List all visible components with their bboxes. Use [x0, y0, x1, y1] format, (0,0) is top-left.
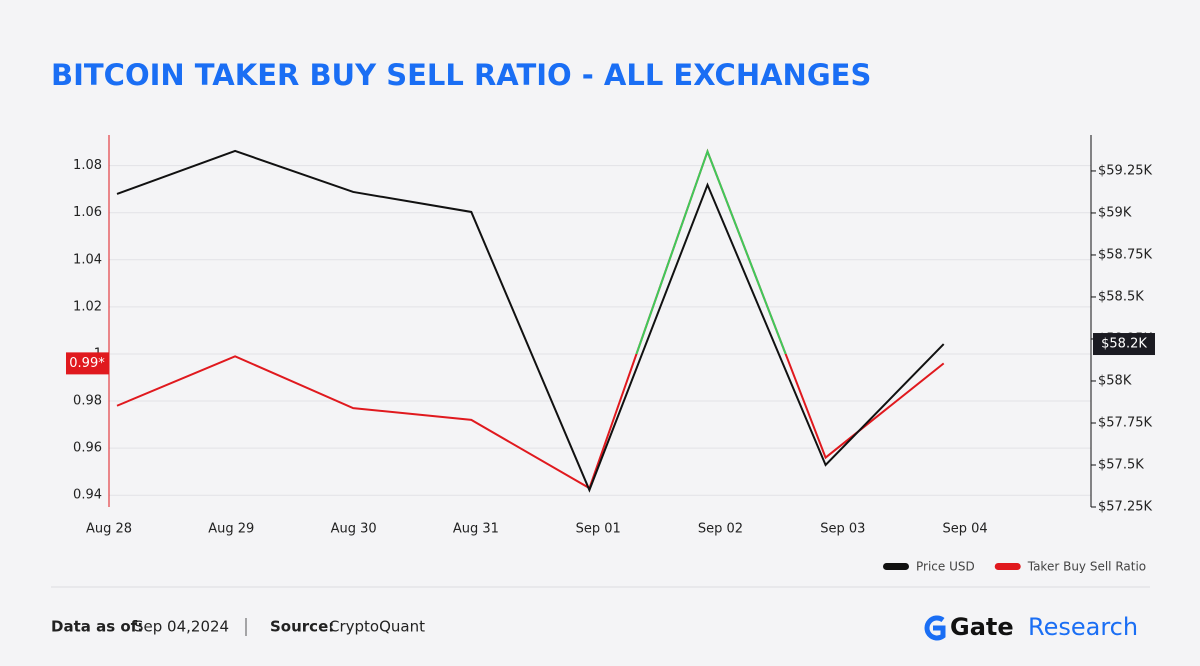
x-tick-label: Sep 04: [943, 522, 988, 537]
y2-tick-label: $58.75K: [1098, 247, 1152, 262]
legend-swatch: [994, 563, 1021, 570]
brand-logo: Gate Research: [924, 613, 1138, 641]
legend-label: Price USD: [916, 560, 975, 574]
y-tick-label: 1.08: [73, 158, 102, 173]
x-tick-label: Aug 28: [86, 522, 132, 537]
footer-date-label: Data as of:: [51, 618, 143, 636]
x-tick-label: Sep 03: [820, 522, 865, 537]
y2-tick-label: $59.25K: [1098, 163, 1152, 178]
y-tick-label: 0.96: [73, 441, 102, 456]
legend-label: Taker Buy Sell Ratio: [1027, 560, 1146, 574]
x-tick-label: Aug 29: [208, 522, 254, 537]
ratio-badge: 0.99*: [69, 356, 105, 371]
footer-source-label: Source:: [270, 618, 334, 636]
x-tick-label: Sep 01: [576, 522, 621, 537]
y2-tick-label: $57.75K: [1098, 415, 1152, 430]
legend-swatch: [883, 563, 909, 570]
chart-title: BITCOIN TAKER BUY SELL RATIO - ALL EXCHA…: [51, 58, 871, 92]
ratio-badge-bg: [66, 352, 109, 375]
y-tick-label: 1.04: [73, 252, 102, 267]
footer-date: Sep 04,2024: [134, 618, 229, 636]
brand: Gate: [950, 613, 1014, 641]
footer-source: CryptoQuant: [329, 618, 425, 636]
y-tick-label: 0.94: [73, 488, 102, 503]
brand-icon: [924, 615, 946, 641]
y2-tick-label: $58K: [1098, 373, 1132, 388]
y-tick-label: 0.98: [73, 394, 102, 409]
brand-sub: Research: [1028, 613, 1138, 641]
y-tick-label: 1.02: [73, 299, 102, 314]
y2-tick-label: $57.25K: [1098, 500, 1152, 515]
x-tick-label: Sep 02: [698, 522, 743, 537]
series-line: [116, 148, 945, 490]
y2-tick-label: $58.5K: [1098, 289, 1144, 304]
x-tick-label: Aug 31: [453, 522, 499, 537]
price-badge: $58.2K: [1101, 337, 1147, 352]
y-tick-label: 1.06: [73, 205, 102, 220]
y2-tick-label: $59K: [1098, 205, 1132, 220]
price-badge-bg: [1093, 333, 1155, 356]
x-tick-label: Aug 30: [331, 522, 377, 537]
series-line: [116, 149, 945, 493]
y2-tick-label: $57.5K: [1098, 457, 1144, 472]
